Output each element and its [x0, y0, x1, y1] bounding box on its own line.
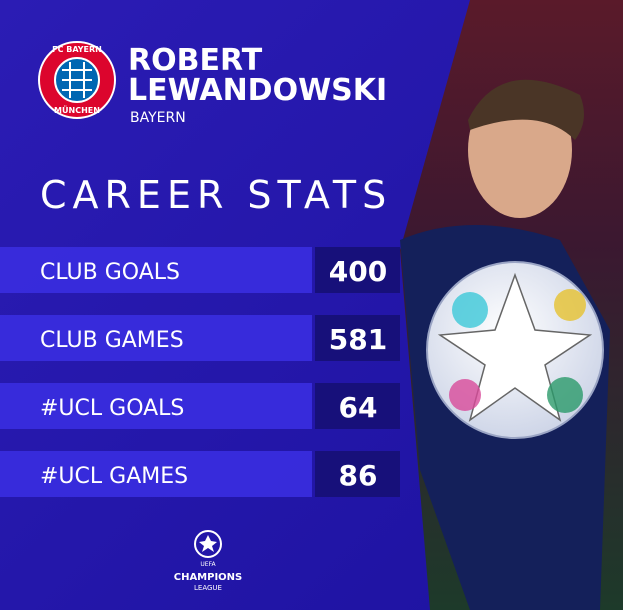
logo-bottom: MÜNCHEN: [54, 105, 100, 115]
stat-value: 400: [329, 255, 387, 288]
stat-value-box: [315, 315, 400, 361]
club-name: BAYERN: [130, 110, 186, 126]
stat-label-bar: [0, 247, 312, 293]
club-logo: FC BAYERN MÜNCHEN: [38, 41, 116, 119]
player-first-name: ROBERT: [128, 43, 263, 78]
stat-label: #UCL GOALS: [40, 396, 184, 421]
stat-label-bar: [0, 383, 312, 429]
logo-top: FC BAYERN: [52, 45, 102, 54]
stat-value: 64: [339, 391, 378, 424]
stat-value: 86: [339, 459, 378, 492]
ucl-logo: UEFA CHAMPIONS LEAGUE: [174, 530, 243, 592]
stat-value: 581: [329, 323, 387, 356]
stat-value-box: [315, 451, 400, 497]
stats-table: CLUB GOALS 400 CLUB GAMES 581 #UCL GOALS 64 #U…: [0, 247, 400, 497]
stat-label: CLUB GAMES: [40, 328, 184, 353]
ucl-uefa: UEFA: [200, 561, 216, 568]
player-photo: [400, 0, 623, 610]
stat-label-bar: [0, 451, 312, 497]
title: CAREER STATS: [40, 173, 392, 217]
stat-label: CLUB GOALS: [40, 260, 180, 285]
ucl-champions: CHAMPIONS: [174, 572, 243, 583]
player-last-name: LEWANDOWSKI: [128, 73, 387, 108]
stat-value-box: [315, 383, 400, 429]
stat-label: #UCL GAMES: [40, 464, 188, 489]
stat-label-bar: [0, 315, 312, 361]
ucl-league: LEAGUE: [194, 584, 222, 592]
stat-value-box: [315, 247, 400, 293]
